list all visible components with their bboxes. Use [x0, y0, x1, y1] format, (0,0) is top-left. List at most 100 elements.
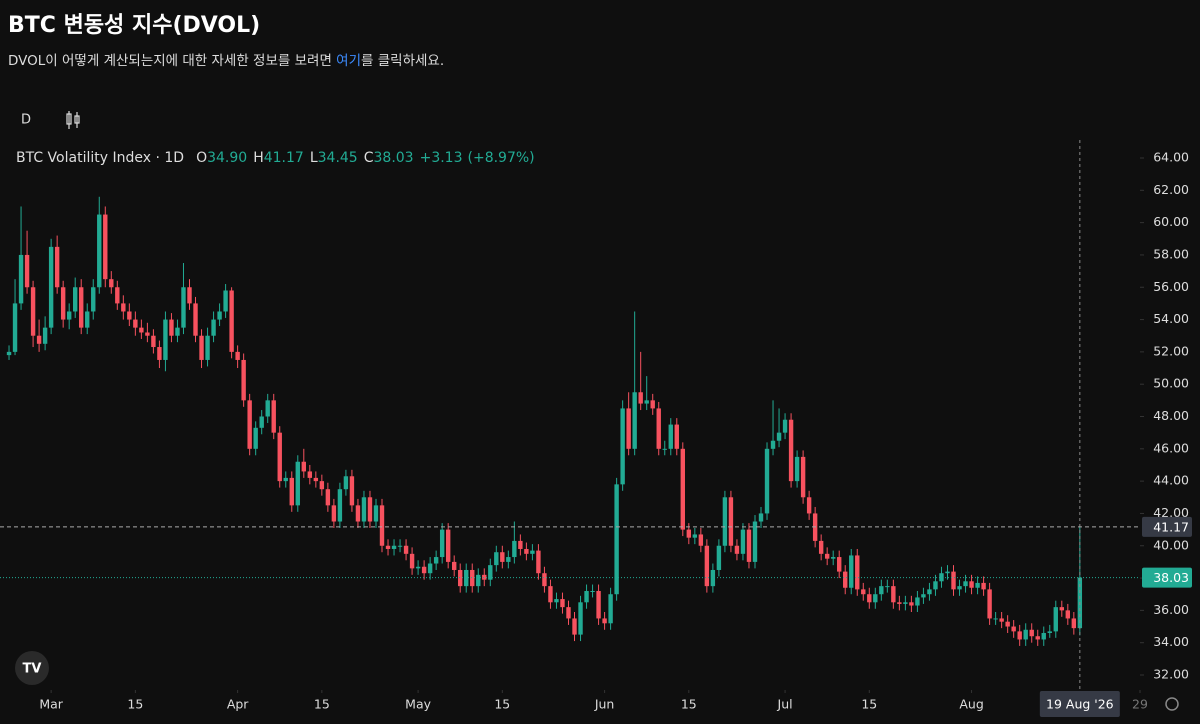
candle-body	[169, 319, 174, 336]
legend-key: H	[253, 150, 264, 166]
candle-body	[830, 557, 836, 559]
candle-body	[163, 319, 168, 360]
description-text: 를 클릭하세요.	[361, 53, 444, 69]
description-link[interactable]: 여기	[336, 53, 361, 69]
y-tick-label: 48.00	[1153, 408, 1189, 423]
candle-body	[698, 534, 704, 546]
y-tick-label: 64.00	[1153, 150, 1189, 165]
candle-body	[247, 400, 252, 449]
candle-body	[782, 419, 788, 433]
candle-body	[674, 424, 679, 449]
candle-body	[157, 347, 162, 360]
candle-body	[614, 484, 619, 595]
candle-body	[530, 550, 535, 554]
x-tick-label: 15	[494, 697, 510, 712]
legend-key: C	[364, 150, 374, 166]
x-tick-label: 15	[861, 697, 877, 712]
candle-body	[837, 557, 842, 572]
last-price-label: 38.03	[1153, 570, 1189, 585]
candle-body	[1047, 631, 1052, 633]
legend-value: 34.45	[318, 150, 358, 166]
candle-body	[704, 545, 710, 587]
candle-body	[951, 571, 956, 590]
candle-body	[794, 456, 800, 482]
candle-body	[608, 594, 613, 624]
candle-body	[788, 419, 794, 482]
candle-body	[584, 590, 589, 603]
candle-body	[451, 561, 457, 570]
candle-body	[1011, 626, 1016, 632]
candle-body	[1017, 631, 1022, 640]
candle-body	[349, 476, 355, 506]
y-tick-label: 42.00	[1153, 505, 1189, 520]
y-tick-label: 56.00	[1153, 279, 1189, 294]
candle-body	[620, 408, 625, 485]
crosshair-price-box	[1142, 516, 1192, 537]
candle-body	[993, 618, 998, 620]
candle-body	[855, 555, 860, 590]
candle-body	[861, 589, 866, 595]
candle-body	[464, 569, 469, 587]
candle-body	[187, 287, 192, 304]
candle-body	[409, 553, 415, 569]
candle-body	[373, 505, 379, 522]
y-tick-label: 40.00	[1153, 537, 1189, 552]
legend: BTC Volatility Index · 1D O34.90 H41.17 L34…	[16, 150, 535, 166]
x-tick-label: May	[405, 697, 431, 712]
candle-body	[36, 335, 42, 344]
candle-body	[30, 287, 36, 336]
legend-key: O	[196, 150, 207, 166]
y-tick-label: 62.00	[1153, 182, 1189, 197]
legend-change-pct: (+8.97%)	[468, 150, 535, 166]
candle-body	[307, 471, 313, 478]
candle-body	[939, 573, 944, 582]
candle-body	[945, 571, 950, 574]
candle-body	[361, 497, 367, 522]
candle-body	[668, 424, 673, 449]
candle-body	[885, 586, 890, 588]
candle-body	[1071, 618, 1077, 629]
candle-body	[566, 607, 571, 619]
candle-body	[283, 477, 288, 482]
candle-body	[915, 597, 920, 606]
candle-body	[1041, 632, 1046, 640]
candle-body	[554, 599, 559, 603]
candle-body	[12, 303, 18, 352]
x-tick-label: Apr	[227, 697, 249, 712]
candle-body	[433, 557, 439, 564]
candle-body	[512, 540, 517, 558]
candle-body	[560, 599, 565, 608]
candle-body	[897, 602, 902, 604]
candle-body	[536, 550, 541, 574]
candle-body	[644, 400, 649, 404]
candle-body	[343, 476, 349, 490]
candle-body	[42, 327, 48, 344]
candle-body	[764, 448, 770, 514]
candle-body	[776, 432, 782, 441]
candle-body	[229, 290, 234, 352]
candle-body	[891, 586, 896, 603]
candle-body	[397, 545, 403, 547]
x-tick-label: 29	[1132, 697, 1148, 712]
interval-button[interactable]: D	[21, 113, 31, 128]
candle-body	[277, 432, 282, 482]
legend-key: L	[310, 150, 318, 166]
candle-icon[interactable]	[66, 111, 80, 129]
candle-body	[590, 590, 595, 592]
candle-body	[24, 254, 30, 288]
candle-body	[506, 557, 511, 562]
candle-body	[909, 602, 914, 606]
last-price-box	[1142, 567, 1192, 588]
x-tick-label: 15	[681, 697, 697, 712]
candle-body	[656, 408, 661, 449]
settings-icon[interactable]	[1165, 697, 1179, 711]
candle-body	[758, 513, 764, 522]
candle-body	[602, 618, 607, 624]
y-tick-label: 58.00	[1153, 246, 1189, 261]
candle-body	[500, 552, 505, 562]
candle-body	[151, 335, 156, 348]
candle-body	[241, 359, 246, 401]
candle-body	[355, 505, 361, 522]
candle-body	[121, 303, 126, 312]
candle-body	[849, 555, 854, 588]
